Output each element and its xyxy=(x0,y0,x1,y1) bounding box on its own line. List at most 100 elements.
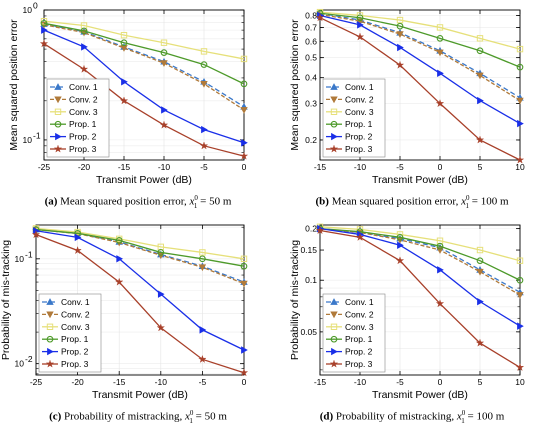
data-point xyxy=(160,39,168,46)
legend-label: Conv. 2 xyxy=(345,309,374,319)
x-tick-label: -15 xyxy=(118,162,131,172)
series-prop-1 xyxy=(316,225,524,284)
data-point xyxy=(199,255,206,263)
data-point xyxy=(396,16,404,24)
y-axis-label: Probability of mis-tracking xyxy=(289,240,301,360)
y-tick-label: 0.7 xyxy=(305,22,317,32)
legend-label: Prop. 3 xyxy=(345,144,373,154)
x-tick-label: -10 xyxy=(354,377,367,387)
data-point xyxy=(477,297,484,306)
data-point xyxy=(201,125,208,134)
data-point xyxy=(355,232,365,241)
x-tick-label: 10 xyxy=(515,162,525,172)
legend-marker xyxy=(331,347,338,356)
x-tick-label: -10 xyxy=(354,162,367,172)
legend-marker xyxy=(46,335,54,343)
y-tick-label: 10 xyxy=(23,5,33,15)
data-point xyxy=(160,60,168,67)
legend-marker xyxy=(329,144,339,153)
x-axis-label: Transmit Power (dB) xyxy=(372,174,468,186)
legend-marker xyxy=(329,359,339,368)
data-point xyxy=(239,368,249,377)
series-prop-3 xyxy=(315,226,525,372)
legend-label: Conv. 2 xyxy=(345,94,374,104)
legend-marker xyxy=(54,120,62,128)
plot-frame xyxy=(43,9,245,161)
x-tick-label: 0 xyxy=(242,377,247,387)
x-tick-label: -15 xyxy=(113,377,126,387)
legend-marker xyxy=(46,298,54,305)
y-tick-label: 0.6 xyxy=(305,36,317,46)
data-point xyxy=(199,249,206,256)
series-line xyxy=(319,229,521,368)
data-point xyxy=(476,35,484,42)
data-point xyxy=(116,255,124,263)
data-point xyxy=(157,249,165,256)
data-point xyxy=(515,362,525,372)
series-line xyxy=(43,20,245,60)
data-point xyxy=(159,120,169,129)
legend-label: Prop. 2 xyxy=(69,132,97,142)
data-point xyxy=(198,264,207,272)
legend-marker xyxy=(46,311,54,319)
series-line xyxy=(43,24,245,111)
x-tick-label: 0 xyxy=(242,162,247,172)
data-point xyxy=(240,107,248,114)
legend-box xyxy=(322,293,386,373)
series-prop-3 xyxy=(31,230,249,377)
legend-marker xyxy=(330,108,338,115)
x-tick-label: -5 xyxy=(199,377,207,387)
data-point xyxy=(80,27,88,35)
x-tick-label: 0 xyxy=(438,377,443,387)
x-tick-label: -25 xyxy=(38,162,51,172)
data-point xyxy=(40,19,48,27)
data-point xyxy=(74,233,82,242)
y-tick-exponent: -1 xyxy=(33,130,41,140)
x-tick-label: -15 xyxy=(314,162,327,172)
panel-b: 0.2 0.3 0.4 0.5 0.6 0.7 0.8 -15 -10 -5 0 5 10 Transmi… xyxy=(289,8,525,186)
legend-label: Prop. 2 xyxy=(345,347,373,357)
caption-c: (c) Probability of mistracking, x01 = 50… xyxy=(49,409,227,425)
data-point xyxy=(475,135,485,144)
series-conv-3 xyxy=(316,8,524,53)
y-tick-label: 0.15 xyxy=(300,245,317,255)
plot-frame xyxy=(35,224,245,376)
data-point xyxy=(516,257,524,264)
y-tick-label: 0.1 xyxy=(305,275,317,285)
x-tick-label: -10 xyxy=(155,377,168,387)
caption-a: (a) Mean squared position error, x01 = 5… xyxy=(44,194,232,210)
data-point xyxy=(477,96,484,105)
data-point xyxy=(239,151,249,160)
series-prop-1 xyxy=(40,19,248,88)
plot-frame xyxy=(319,224,521,376)
data-point xyxy=(120,39,128,47)
data-point xyxy=(516,45,524,53)
legend-marker xyxy=(330,311,338,319)
caption-d: (d) Probability of mistracking, x01 = 10… xyxy=(319,409,505,425)
series-line xyxy=(319,17,521,161)
data-point xyxy=(157,290,165,298)
data-point xyxy=(114,277,124,286)
series-line xyxy=(35,234,245,374)
data-point xyxy=(476,47,484,55)
x-axis-label: Transmit Power (dB) xyxy=(96,174,192,186)
y-tick-label: 10 xyxy=(15,359,25,369)
data-point xyxy=(119,96,129,105)
data-point xyxy=(156,323,166,332)
x-tick-label: 10 xyxy=(515,377,525,387)
data-point xyxy=(476,257,484,265)
y-tick-label: 0.4 xyxy=(305,73,317,83)
series-conv-2 xyxy=(316,225,524,299)
y-tick-exponent: -2 xyxy=(25,354,33,364)
legend-box xyxy=(322,78,386,158)
data-point xyxy=(397,43,404,52)
data-point xyxy=(516,97,524,105)
legend-marker xyxy=(45,359,55,368)
panel-d: 0.05 0.1 0.15 0.2 -15 -10 -5 0 5 10 Transmit Power… xyxy=(289,223,525,401)
data-point xyxy=(397,241,404,249)
legend: Conv. 1 Conv. 2 Conv. 3 Prop. 1 Prop. 2 Prop.… xyxy=(322,293,386,373)
series-conv-3 xyxy=(32,225,248,262)
data-point xyxy=(315,13,325,22)
